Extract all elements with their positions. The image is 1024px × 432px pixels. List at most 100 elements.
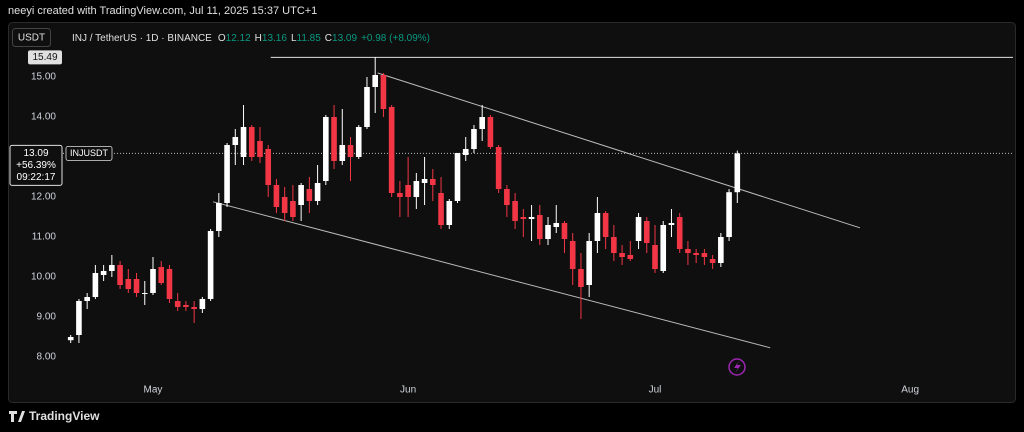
candle-body <box>430 179 436 185</box>
symbol: INJ / TetherUS · 1D · BINANCE <box>72 33 212 44</box>
candle-body <box>150 269 156 293</box>
candle-body <box>693 253 699 255</box>
x-tick-label: Jul <box>649 385 662 396</box>
candle-body <box>84 297 90 301</box>
ohlc-change: +0.98 (+8.09%) <box>361 33 430 44</box>
candle-body <box>726 192 732 237</box>
candle-body <box>676 217 683 249</box>
candle-body <box>199 299 206 309</box>
candle-body <box>117 265 123 285</box>
ohlc-key: H <box>255 33 262 44</box>
candle-body <box>100 271 107 275</box>
candle-body <box>701 253 708 257</box>
candle-body <box>388 107 395 193</box>
candle-body <box>364 87 370 127</box>
candle-body <box>405 185 411 197</box>
candle-body <box>355 127 362 157</box>
ticker-label: INJUSDT <box>70 148 109 158</box>
candle-body <box>380 75 387 109</box>
candle-body <box>462 149 469 155</box>
candle-body <box>306 189 313 201</box>
price-line-label: 15.49 <box>32 52 57 63</box>
candle-body <box>281 197 288 213</box>
y-tick-label: 15.00 <box>31 72 56 83</box>
ohlc-key: L <box>291 33 297 44</box>
x-tick-label: Jun <box>400 385 416 396</box>
ohlc-key: O <box>218 33 226 44</box>
candle-body <box>257 141 263 157</box>
candle-body <box>141 293 148 294</box>
countdown: 09:22:17 <box>17 172 56 183</box>
candle-body <box>479 117 485 129</box>
candle-body <box>224 145 230 203</box>
candle-body <box>265 149 272 185</box>
candle-body <box>471 129 477 149</box>
candle-body <box>67 337 74 341</box>
trendline <box>377 72 861 229</box>
candle-body <box>109 265 115 271</box>
ohlc-value: 12.12 <box>226 33 251 44</box>
x-tick-label: Aug <box>901 385 919 396</box>
candle-body <box>512 201 518 221</box>
candle-body <box>487 117 494 147</box>
y-tick-label: 10.00 <box>31 272 56 283</box>
candle-body <box>528 217 535 219</box>
price-line-tag <box>28 50 62 65</box>
candle-body <box>619 253 625 257</box>
candle-body <box>397 193 403 197</box>
ticker-tag <box>65 145 113 161</box>
candle-body <box>298 185 304 205</box>
ohlc-value: 13.16 <box>262 33 287 44</box>
candle-body <box>561 223 568 239</box>
watermark: neeyi created with TradingView.com, Jul … <box>8 5 317 17</box>
candle-body <box>347 145 354 157</box>
plot-area: 8.009.0010.0011.0012.0013.0014.0015.00Ma… <box>9 50 1013 396</box>
event-icon[interactable] <box>728 358 746 376</box>
candle-body <box>372 75 378 87</box>
candle-body <box>421 179 428 183</box>
last-price-tag <box>9 144 63 186</box>
candle-body <box>446 201 453 225</box>
candle-body <box>594 213 601 241</box>
candle-body <box>660 225 667 271</box>
candle-body <box>191 307 197 309</box>
y-tick-label: 11.00 <box>32 232 57 243</box>
candle-body <box>240 127 247 157</box>
brand: TradingView <box>29 409 100 423</box>
candle-body <box>685 249 691 253</box>
candle-body <box>635 217 642 241</box>
currency-label[interactable]: USDT <box>18 33 45 44</box>
last-price-label: 13.09 <box>23 148 48 159</box>
currency-button[interactable] <box>12 28 51 47</box>
candle-body <box>207 231 214 299</box>
candle-body <box>569 241 576 269</box>
y-tick-label: 14.00 <box>31 112 56 123</box>
candle-body <box>125 279 132 289</box>
candle-body <box>166 269 173 299</box>
candle-body <box>273 185 280 207</box>
candle-body <box>602 213 609 237</box>
chart-panel <box>8 22 1016 403</box>
candle-body <box>586 241 592 285</box>
candle-body <box>454 153 461 201</box>
candle-body <box>536 215 543 239</box>
candle-body <box>323 117 329 181</box>
brand-logo: TradingView <box>9 409 100 423</box>
candle-body <box>183 305 189 307</box>
y-tick-label: 9.00 <box>37 312 57 323</box>
candle-body <box>553 223 560 227</box>
ohlc-value: 13.09 <box>332 33 357 44</box>
candle-body <box>668 223 675 225</box>
candle-body <box>520 217 527 219</box>
candle-body <box>248 127 255 157</box>
y-tick-label: 8.00 <box>37 352 57 363</box>
candle-body <box>174 301 181 307</box>
candle-body <box>92 273 99 297</box>
candle-body <box>611 237 617 253</box>
candle-body <box>438 193 444 225</box>
candle-body <box>718 237 724 263</box>
candle-body <box>216 203 222 231</box>
trendline <box>212 201 771 349</box>
candle-body <box>158 267 165 283</box>
